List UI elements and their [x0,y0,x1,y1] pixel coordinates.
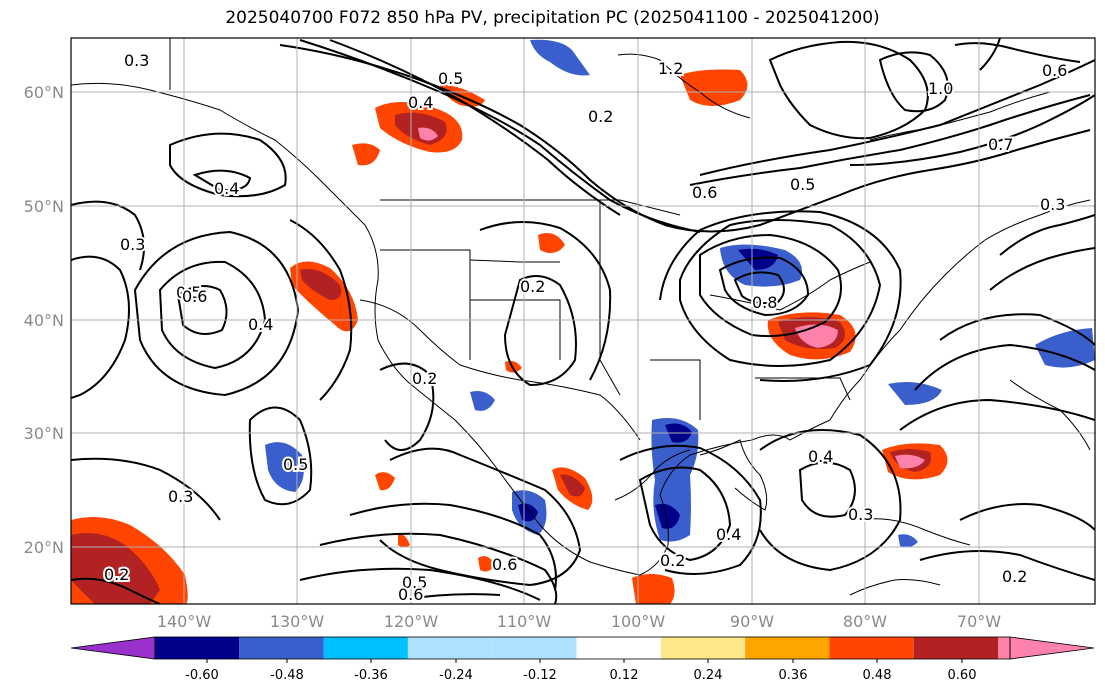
contour-label: 0.3 [120,235,145,254]
contour-label: 0.6 [398,585,423,604]
colorbar-bin [998,637,1010,659]
colorbar-tick-label: 0.60 [948,668,977,683]
colorbar: -0.60 -0.48 -0.36 -0.24 -0.12 0.12 0.24 … [70,636,1095,683]
colorbar-bin [913,637,998,659]
precipitation-fill [71,39,1095,604]
contour-label: 0.4 [408,93,433,112]
lat-label: 30°N [24,424,64,443]
contour-label: 0.3 [1040,195,1065,214]
colorbar-tick-label: 0.12 [610,668,639,683]
lon-label: 130°W [270,612,325,631]
contour-label: 0.6 [492,555,517,574]
colorbar-ticks [206,659,963,663]
colorbar-extend-min [70,636,156,660]
colorbar-bin [239,637,324,659]
contour-label: 0.4 [716,525,741,544]
contour-label: 0.5 [790,175,815,194]
figure-title: 2025040700 F072 850 hPa PV, precipitatio… [225,8,880,28]
contour-label: 0.3 [124,51,149,70]
lon-label: 90°W [730,612,774,631]
contour-label: 0.2 [412,369,437,388]
contour-label: 0.5 [438,69,463,88]
contour-label: 0.3 [848,505,873,524]
contour-label: 0.3 [168,487,193,506]
contour-label: 1.0 [928,79,953,98]
pv-contours [71,38,1095,604]
map-frame [70,37,1096,605]
colorbar-tick-label: -0.12 [523,668,557,683]
contour-label: 0.5 [402,573,427,592]
lon-label: 110°W [497,612,552,631]
colorbar-bin [829,637,914,659]
lat-label: 40°N [24,311,64,330]
contour-label: 0.8 [752,293,777,312]
lat-label: 50°N [24,197,64,216]
lon-label: 140°W [157,612,212,631]
colorbar-bin [492,637,577,659]
contour-label: 0.6 [182,287,207,306]
colorbar-tick-label: 0.24 [694,668,723,683]
contour-labels: 0.3 0.4 0.5 0.6 0.2 0.8 1.2 1.0 0.7 0.5 … [102,49,1069,604]
lon-label: 70°W [957,612,1001,631]
lat-label: 60°N [24,83,64,102]
colorbar-tick-label: -0.24 [439,668,473,683]
colorbar-tick-label: -0.60 [185,668,219,683]
lon-label: 100°W [611,612,666,631]
contour-label: 0.2 [520,277,545,296]
contour-label: 0.4 [214,179,239,198]
colorbar-extend-max [1009,636,1095,660]
colorbar-tick-label: -0.36 [354,668,388,683]
contour-label: 0.5 [283,455,308,474]
longitude-labels: 140°W 130°W 120°W 110°W 100°W 90°W 80°W … [157,612,1001,631]
latitude-labels: 60°N 50°N 40°N 30°N 20°N [24,83,64,557]
colorbar-bin [155,637,240,659]
contour-label: 0.2 [1002,567,1027,586]
contour-label: 0.2 [660,551,685,570]
contour-label: 0.6 [692,183,717,202]
map-panel: 0.3 0.4 0.5 0.6 0.2 0.8 1.2 1.0 0.7 0.5 … [71,38,1095,604]
contour-label: 0.4 [808,447,833,466]
colorbar-tick-label: -0.48 [270,668,304,683]
colorbar-bin [407,637,493,659]
colorbar-tick-label: 0.48 [863,668,892,683]
contour-label: 0.6 [1042,61,1067,80]
contour-label: 1.2 [658,59,683,78]
lon-label: 120°W [384,612,439,631]
lat-label: 20°N [24,538,64,557]
contour-label: 0.5 [176,283,201,302]
contour-label: 0.2 [104,565,129,584]
lon-label: 80°W [843,612,887,631]
contour-label: 0.7 [988,135,1013,154]
colorbar-bin [660,637,746,659]
gridlines [71,38,1095,604]
contour-label: 0.2 [588,107,613,126]
colorbar-bin [323,637,408,659]
colorbar-bin [576,637,661,659]
colorbar-tick-label: 0.36 [779,668,808,683]
contour-label: 0.4 [248,315,273,334]
colorbar-bin [745,637,830,659]
